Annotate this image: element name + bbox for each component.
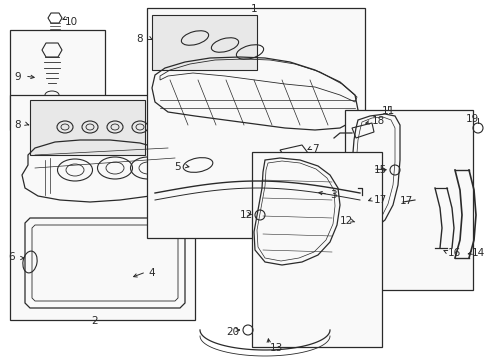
Text: 1: 1 [251,4,257,14]
Text: 11: 11 [381,106,394,116]
Bar [345,110,473,290]
Text: 19: 19 [466,114,479,124]
Text: 15: 15 [374,165,387,175]
Text: 12: 12 [240,210,253,220]
Text: 13: 13 [270,343,283,353]
Text: 8: 8 [136,34,143,44]
Text: 16: 16 [448,248,461,258]
Text: 14: 14 [472,248,485,258]
Text: 9: 9 [14,72,21,82]
Bar [30,100,145,155]
Bar [10,30,105,130]
Text: 3: 3 [330,190,337,200]
Bar [152,15,257,70]
Text: 7: 7 [312,144,318,154]
Text: 17: 17 [374,195,387,205]
Text: 12: 12 [340,216,353,226]
Text: 17: 17 [400,196,413,206]
Bar [252,152,382,347]
Text: 4: 4 [148,268,155,278]
Text: 20: 20 [226,327,239,337]
Text: 10: 10 [65,17,78,27]
Text: 2: 2 [92,316,98,326]
Bar [10,95,195,320]
Bar [147,8,365,238]
Text: 18: 18 [372,116,385,126]
Text: 5: 5 [174,162,181,172]
Text: 8: 8 [14,120,21,130]
Text: 6: 6 [8,252,15,262]
